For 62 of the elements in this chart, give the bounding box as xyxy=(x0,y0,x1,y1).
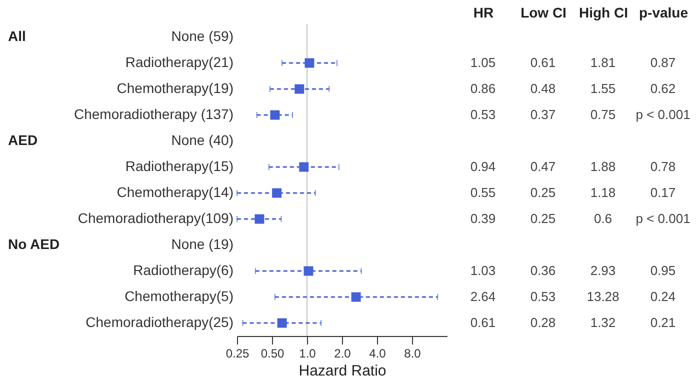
text: 13.28 xyxy=(586,289,620,304)
text: No AED xyxy=(8,236,60,252)
text: 0.95 xyxy=(650,263,676,278)
x-tick-label: 1.0 xyxy=(299,346,316,360)
data-label: 0.94 xyxy=(470,159,496,174)
x-tick-label: 0.50 xyxy=(260,346,284,360)
text: 0.75 xyxy=(590,107,616,122)
data-label: 0.39 xyxy=(470,211,496,226)
y-tick-label: Radiotherapy(6) xyxy=(133,262,234,278)
data-label: 1.03 xyxy=(470,263,496,278)
text: 2.93 xyxy=(590,263,616,278)
x-tick-label: 0.25 xyxy=(226,346,250,360)
y-tick-label: Chemoradiotherapy(25) xyxy=(86,314,234,330)
x-tick-label: 4.0 xyxy=(369,346,386,360)
y-tick-label: None (40) xyxy=(171,132,234,148)
text: 0.17 xyxy=(650,185,676,200)
x-tick-label: 8.0 xyxy=(404,346,422,360)
y-tick-label: Chemotherapy(5) xyxy=(124,288,234,304)
y-tick-label: None (19) xyxy=(171,236,234,252)
text: p-value xyxy=(638,4,688,20)
text: 0.6 xyxy=(594,211,612,226)
y-tick-label: Chemotherapy(19) xyxy=(116,80,234,96)
y-tick-label: Radiotherapy(15) xyxy=(125,158,234,174)
text: High CI xyxy=(579,4,628,20)
text: 1.32 xyxy=(590,315,616,330)
text: 0.47 xyxy=(530,159,556,174)
text: 0.62 xyxy=(650,81,676,96)
x-axis-title: Hazard Ratio xyxy=(298,362,386,380)
text: 0.61 xyxy=(530,55,556,70)
text: 0.24 xyxy=(650,289,676,304)
text: 1.18 xyxy=(590,185,616,200)
text: 1.55 xyxy=(590,81,616,96)
data-label: 0.86 xyxy=(470,81,496,96)
x-tick-label: 2.0 xyxy=(334,346,352,360)
y-tick-label: Radiotherapy(21) xyxy=(125,54,234,70)
text: 0.48 xyxy=(530,81,556,96)
text: 0.36 xyxy=(530,263,556,278)
text: Low CI xyxy=(520,4,566,20)
text: p < 0.001 xyxy=(636,211,690,226)
text: 1.88 xyxy=(590,159,616,174)
data-label: 0.53 xyxy=(470,107,496,122)
y-tick-label: Chemotherapy(14) xyxy=(116,184,234,200)
y-tick-label: None (59) xyxy=(171,28,234,44)
text: 0.25 xyxy=(530,185,556,200)
data-label: 0.55 xyxy=(470,185,496,200)
text: 1.81 xyxy=(590,55,616,70)
text: HR xyxy=(473,4,494,20)
text: p < 0.001 xyxy=(636,107,690,122)
data-label: 2.64 xyxy=(470,289,496,304)
data-label: 0.61 xyxy=(470,315,496,330)
text: 0.87 xyxy=(650,55,676,70)
text: 0.78 xyxy=(650,159,676,174)
text: 0.37 xyxy=(530,107,556,122)
text: All xyxy=(8,28,26,44)
y-tick-label: Chemoradiotherapy(109) xyxy=(78,210,234,226)
text: 0.21 xyxy=(650,315,676,330)
text: AED xyxy=(8,132,38,148)
text: 0.53 xyxy=(530,289,556,304)
text: 0.28 xyxy=(530,315,556,330)
y-tick-label: Chemoradiotherapy (137) xyxy=(74,106,234,122)
text: 0.25 xyxy=(530,211,556,226)
data-label: 1.05 xyxy=(470,55,496,70)
